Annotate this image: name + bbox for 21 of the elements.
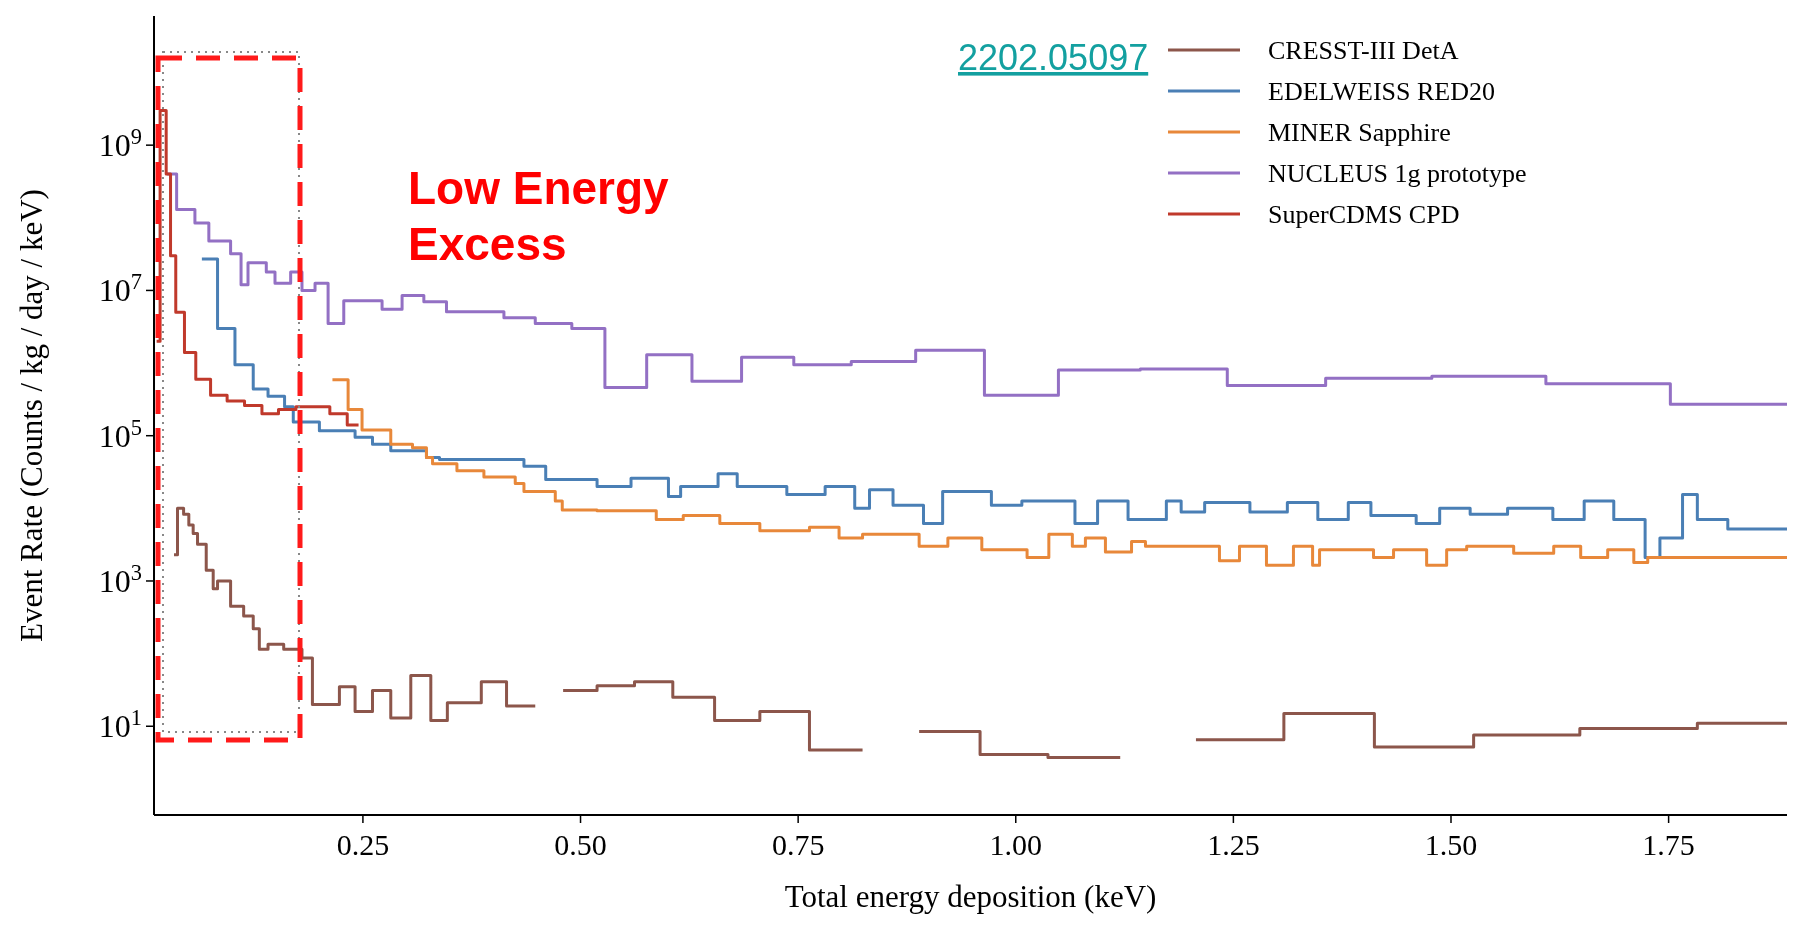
y-tick-label: 10$^{1}$	[98, 704, 142, 745]
x-tick-label: 0.75	[771, 828, 825, 861]
y-tick-label: 10$^{3}$	[98, 559, 142, 599]
legend-label: SuperCDMS CPD	[1268, 200, 1460, 229]
x-tick-label: 0.25	[336, 828, 390, 861]
x-tick-label: 1.00	[989, 828, 1043, 861]
y-tick-label: 10$^{5}$	[98, 414, 142, 454]
annotation: Low Energy Excess	[408, 162, 670, 270]
x-axis-title: Total energy deposition (keV)	[784, 879, 1157, 914]
x-tick-label: 0.50	[554, 828, 607, 861]
x-tick-label: 1.25	[1207, 828, 1260, 861]
legend-label: EDELWEISS RED20	[1268, 77, 1495, 106]
y-tick-label: 10$^{7}$	[98, 268, 142, 309]
annotation: 2202.05097	[958, 37, 1149, 78]
y-tick-label: 10$^{9}$	[98, 123, 142, 164]
y-axis-title: Event Rate (Counts / kg / day / keV)	[14, 189, 49, 642]
legend-label: NUCLEUS 1g prototype	[1268, 159, 1527, 188]
legend-label: CRESST-III DetA	[1268, 36, 1459, 65]
x-tick-label: 1.75	[1642, 828, 1695, 861]
legend-label: MINER Sapphire	[1268, 118, 1451, 147]
x-tick-label: 1.50	[1424, 828, 1478, 861]
